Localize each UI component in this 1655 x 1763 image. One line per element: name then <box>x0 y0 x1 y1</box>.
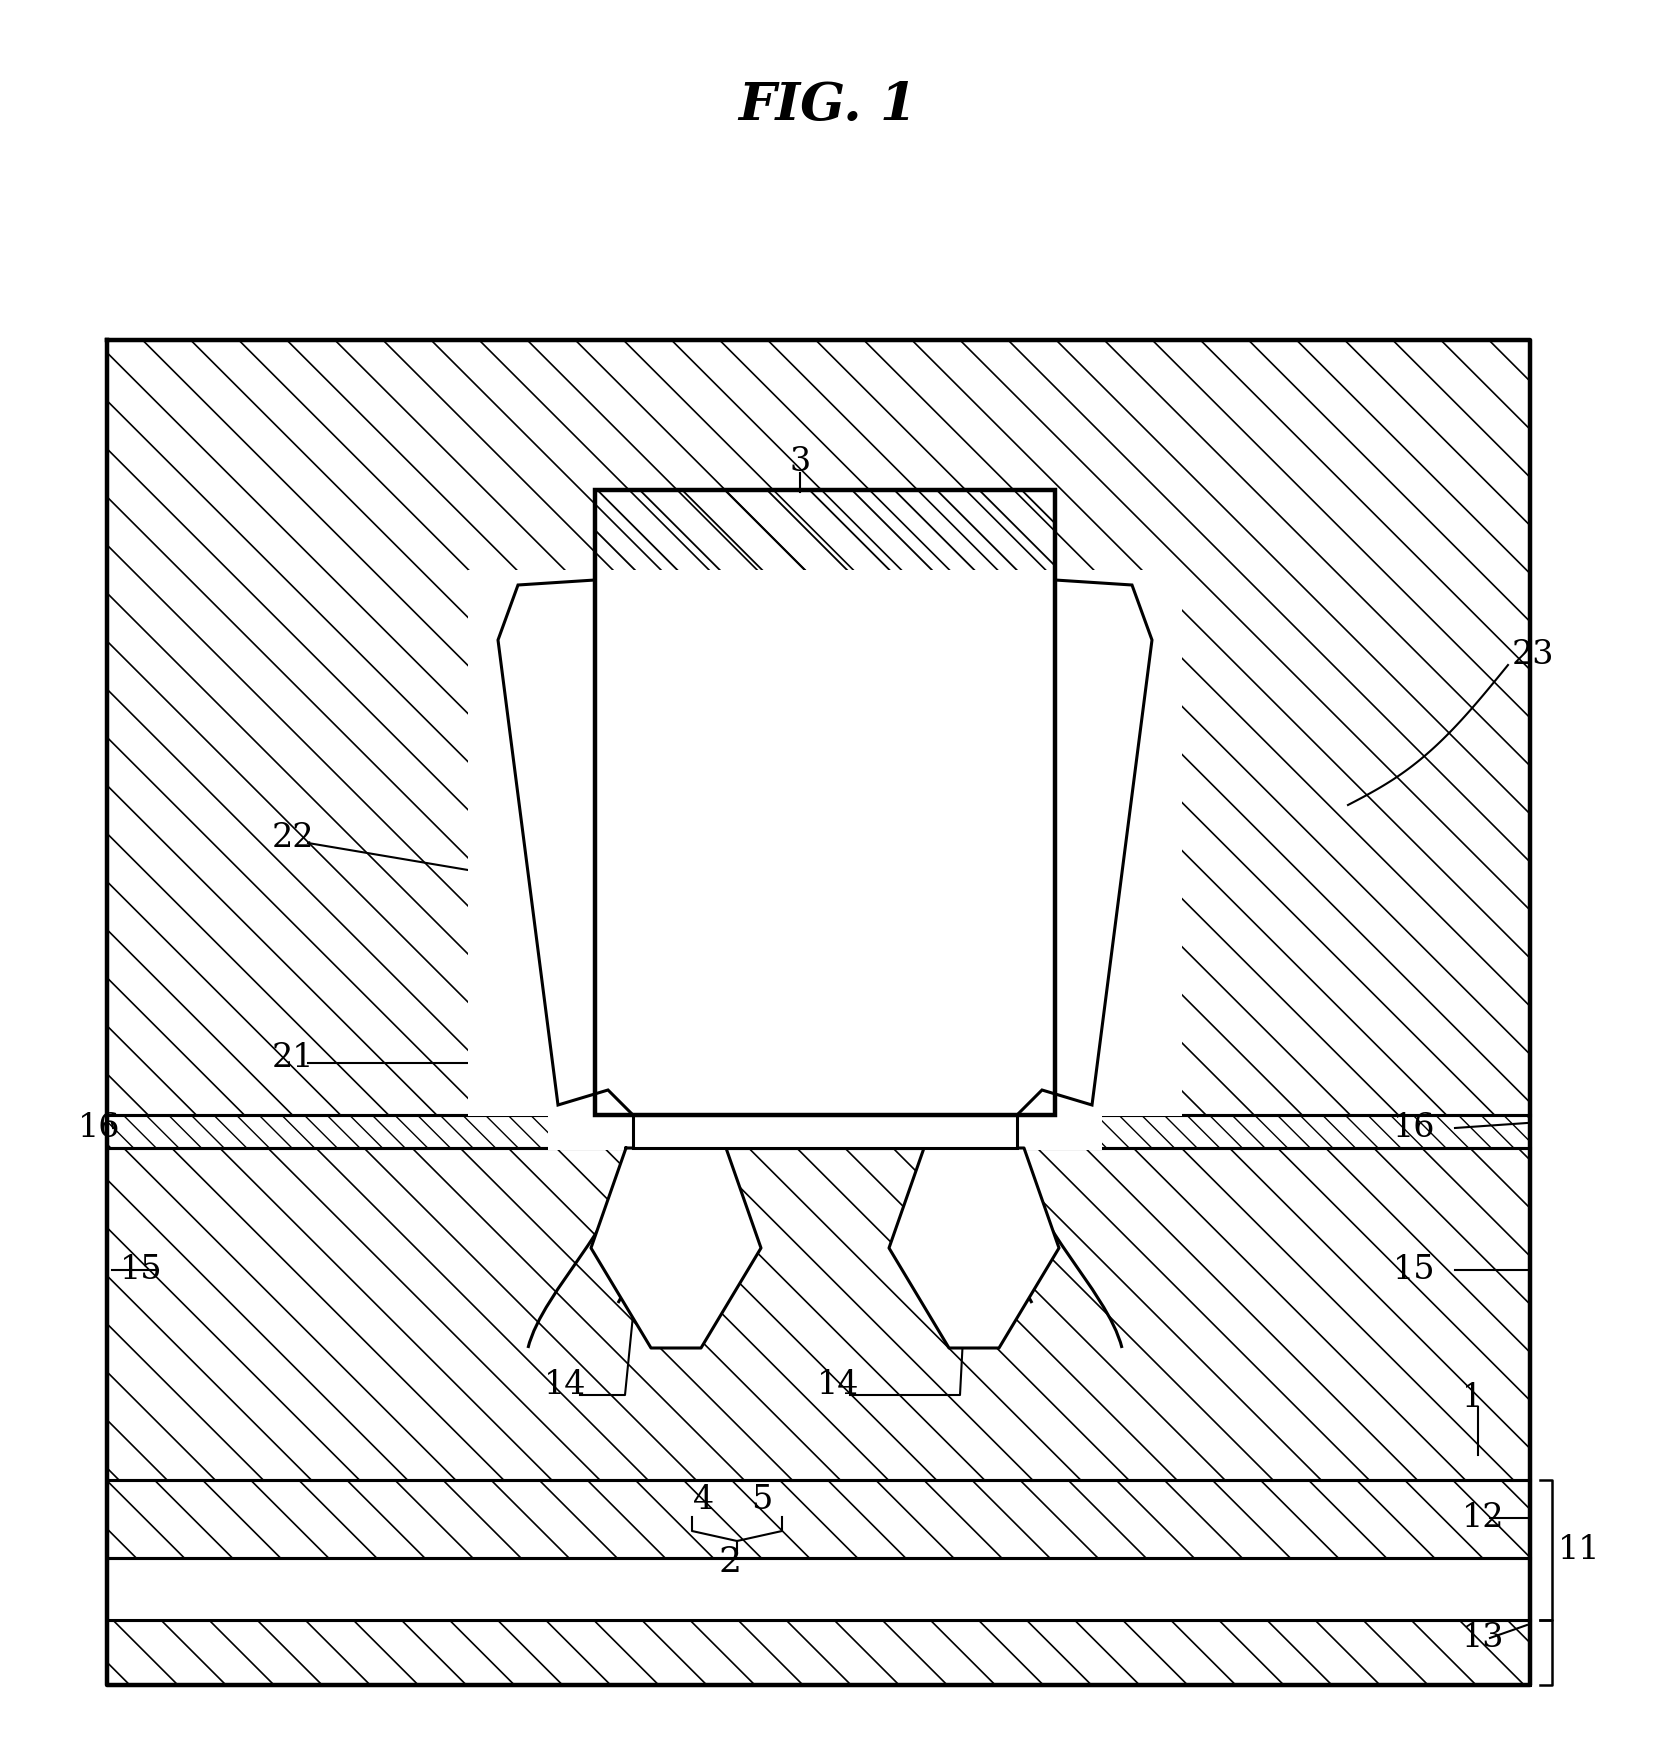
Polygon shape <box>468 569 1182 1116</box>
Text: 22: 22 <box>879 822 922 853</box>
Text: 2: 2 <box>718 1544 741 1580</box>
Text: 14: 14 <box>543 1370 586 1402</box>
Polygon shape <box>632 1114 1016 1148</box>
Text: 16: 16 <box>1392 1112 1435 1144</box>
Text: 13: 13 <box>1461 1622 1504 1654</box>
Text: 3: 3 <box>789 446 811 478</box>
Text: 1: 1 <box>1461 1382 1483 1414</box>
Text: 15: 15 <box>1392 1253 1435 1285</box>
Text: 23: 23 <box>1511 638 1554 672</box>
Text: 22: 22 <box>271 822 314 853</box>
Text: 11: 11 <box>1557 1534 1599 1566</box>
Text: 5: 5 <box>751 1484 773 1516</box>
Text: 16: 16 <box>78 1112 121 1144</box>
Text: 12: 12 <box>1461 1502 1504 1534</box>
Polygon shape <box>548 1114 1101 1149</box>
Text: 15: 15 <box>119 1253 162 1285</box>
Polygon shape <box>108 1558 1529 1620</box>
Text: 21: 21 <box>271 1042 314 1074</box>
Polygon shape <box>591 1148 761 1349</box>
Text: 14: 14 <box>816 1370 859 1402</box>
Text: 21: 21 <box>917 970 960 1001</box>
Text: FIG. 1: FIG. 1 <box>738 79 917 130</box>
Polygon shape <box>889 1148 1058 1349</box>
Text: 4: 4 <box>693 1484 713 1516</box>
